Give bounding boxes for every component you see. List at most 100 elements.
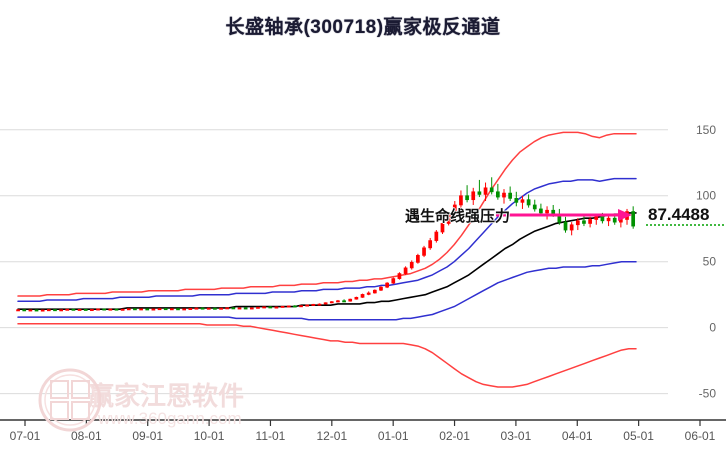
candle-body bbox=[299, 305, 303, 308]
x-axis-tick-label: 01-01 bbox=[378, 429, 409, 443]
candle-body bbox=[46, 309, 51, 312]
candle-body bbox=[366, 292, 371, 295]
candle-body bbox=[139, 308, 143, 311]
candle-body bbox=[385, 282, 389, 288]
series-upper_band_inner bbox=[17, 177, 637, 303]
candle-body bbox=[256, 306, 260, 309]
candle-body bbox=[34, 309, 39, 312]
candle-body bbox=[16, 309, 20, 312]
x-axis-tick-label: 12-01 bbox=[316, 429, 347, 443]
candle-body bbox=[323, 302, 328, 305]
candle-body bbox=[600, 216, 605, 222]
candle-body bbox=[575, 220, 580, 226]
candle-body bbox=[200, 307, 205, 310]
candle-body bbox=[53, 309, 57, 312]
candle-body bbox=[71, 308, 76, 311]
candle-body bbox=[243, 307, 248, 310]
candle-body bbox=[489, 187, 494, 193]
candle-body bbox=[545, 209, 549, 214]
x-axis-tick-label: 08-01 bbox=[71, 429, 102, 443]
candle-body bbox=[293, 305, 297, 308]
candle-body bbox=[249, 307, 254, 310]
x-axis-tick-label: 03-01 bbox=[501, 429, 532, 443]
pressure-annotation-label: 遇生命线强压力 bbox=[405, 208, 511, 225]
candle-body bbox=[508, 192, 513, 199]
candle-body bbox=[465, 195, 469, 201]
candle-body bbox=[502, 192, 506, 198]
candle-body bbox=[532, 204, 537, 210]
y-axis-tick-label: 100 bbox=[696, 189, 716, 203]
x-axis-tick-label: 07-01 bbox=[10, 429, 41, 443]
candle-body bbox=[495, 191, 500, 198]
x-axis-tick-label: 11-01 bbox=[256, 429, 286, 443]
candle-body bbox=[372, 289, 377, 294]
x-axis-tick-label: 02-01 bbox=[439, 429, 470, 443]
candle-body bbox=[483, 187, 488, 195]
candle-body bbox=[163, 308, 168, 311]
candle-body bbox=[348, 298, 353, 302]
candle-body bbox=[286, 305, 291, 308]
watermark-stamp-icon bbox=[38, 368, 102, 432]
candle-body bbox=[280, 305, 285, 308]
y-axis-tick-label: -50 bbox=[699, 387, 717, 401]
candle-body bbox=[188, 308, 193, 310]
x-axis-tick-label: 09-01 bbox=[132, 429, 163, 443]
candle-body bbox=[126, 308, 131, 311]
current-price-label: 87.4488 bbox=[648, 205, 710, 224]
candle-body bbox=[563, 221, 568, 231]
candle-body bbox=[28, 309, 33, 312]
candle-body bbox=[452, 204, 457, 215]
candle-body bbox=[422, 247, 426, 256]
candle-body bbox=[477, 191, 482, 195]
candle-body bbox=[114, 308, 119, 311]
candle-body bbox=[569, 224, 574, 231]
annotation-arrow-head bbox=[618, 209, 632, 221]
candle-body bbox=[268, 306, 273, 309]
candle-body bbox=[342, 300, 346, 303]
candle-body bbox=[588, 219, 592, 224]
candle-body bbox=[409, 262, 414, 269]
candle-body bbox=[96, 308, 100, 311]
candle-body bbox=[416, 255, 420, 263]
candle-body bbox=[612, 217, 617, 223]
candle-body bbox=[520, 199, 525, 203]
candle-body bbox=[83, 308, 88, 311]
candle-body bbox=[391, 278, 396, 284]
candle-body bbox=[360, 294, 365, 298]
candle-body bbox=[176, 308, 180, 311]
candle-body bbox=[379, 286, 383, 291]
candle-body bbox=[305, 304, 310, 307]
candle-body bbox=[40, 309, 45, 312]
y-axis-tick-label: 0 bbox=[709, 321, 716, 335]
series-lower_band_outer bbox=[17, 322, 637, 388]
candle-body bbox=[606, 217, 611, 222]
candle-body bbox=[311, 303, 316, 306]
candle-body bbox=[539, 208, 543, 214]
candle-body bbox=[133, 308, 137, 311]
candle-body bbox=[336, 300, 340, 303]
candle-body bbox=[317, 303, 322, 306]
candle-body bbox=[440, 223, 445, 233]
candle-body bbox=[631, 211, 636, 227]
x-axis-tick-label: 05-01 bbox=[623, 429, 654, 443]
candle-body bbox=[582, 220, 586, 224]
candle-body bbox=[182, 308, 187, 311]
candle-body bbox=[594, 216, 599, 220]
candle-body bbox=[145, 308, 150, 311]
candle-body bbox=[102, 308, 107, 311]
x-axis-tick-label: 10-01 bbox=[194, 429, 225, 443]
candle-body bbox=[108, 308, 113, 311]
candle-body bbox=[329, 301, 334, 304]
candle-body bbox=[274, 306, 279, 309]
candle-body bbox=[526, 199, 531, 206]
candle-body bbox=[397, 273, 402, 279]
candle-body bbox=[428, 240, 433, 249]
candle-body bbox=[213, 307, 217, 310]
candle-body bbox=[446, 213, 451, 224]
x-axis-tick-label: 04-01 bbox=[562, 429, 593, 443]
candle-body bbox=[225, 307, 230, 310]
page-title: 长盛轴承(300718)赢家极反通道 bbox=[225, 17, 501, 38]
candle-body bbox=[434, 231, 439, 241]
candle-body bbox=[514, 198, 519, 203]
